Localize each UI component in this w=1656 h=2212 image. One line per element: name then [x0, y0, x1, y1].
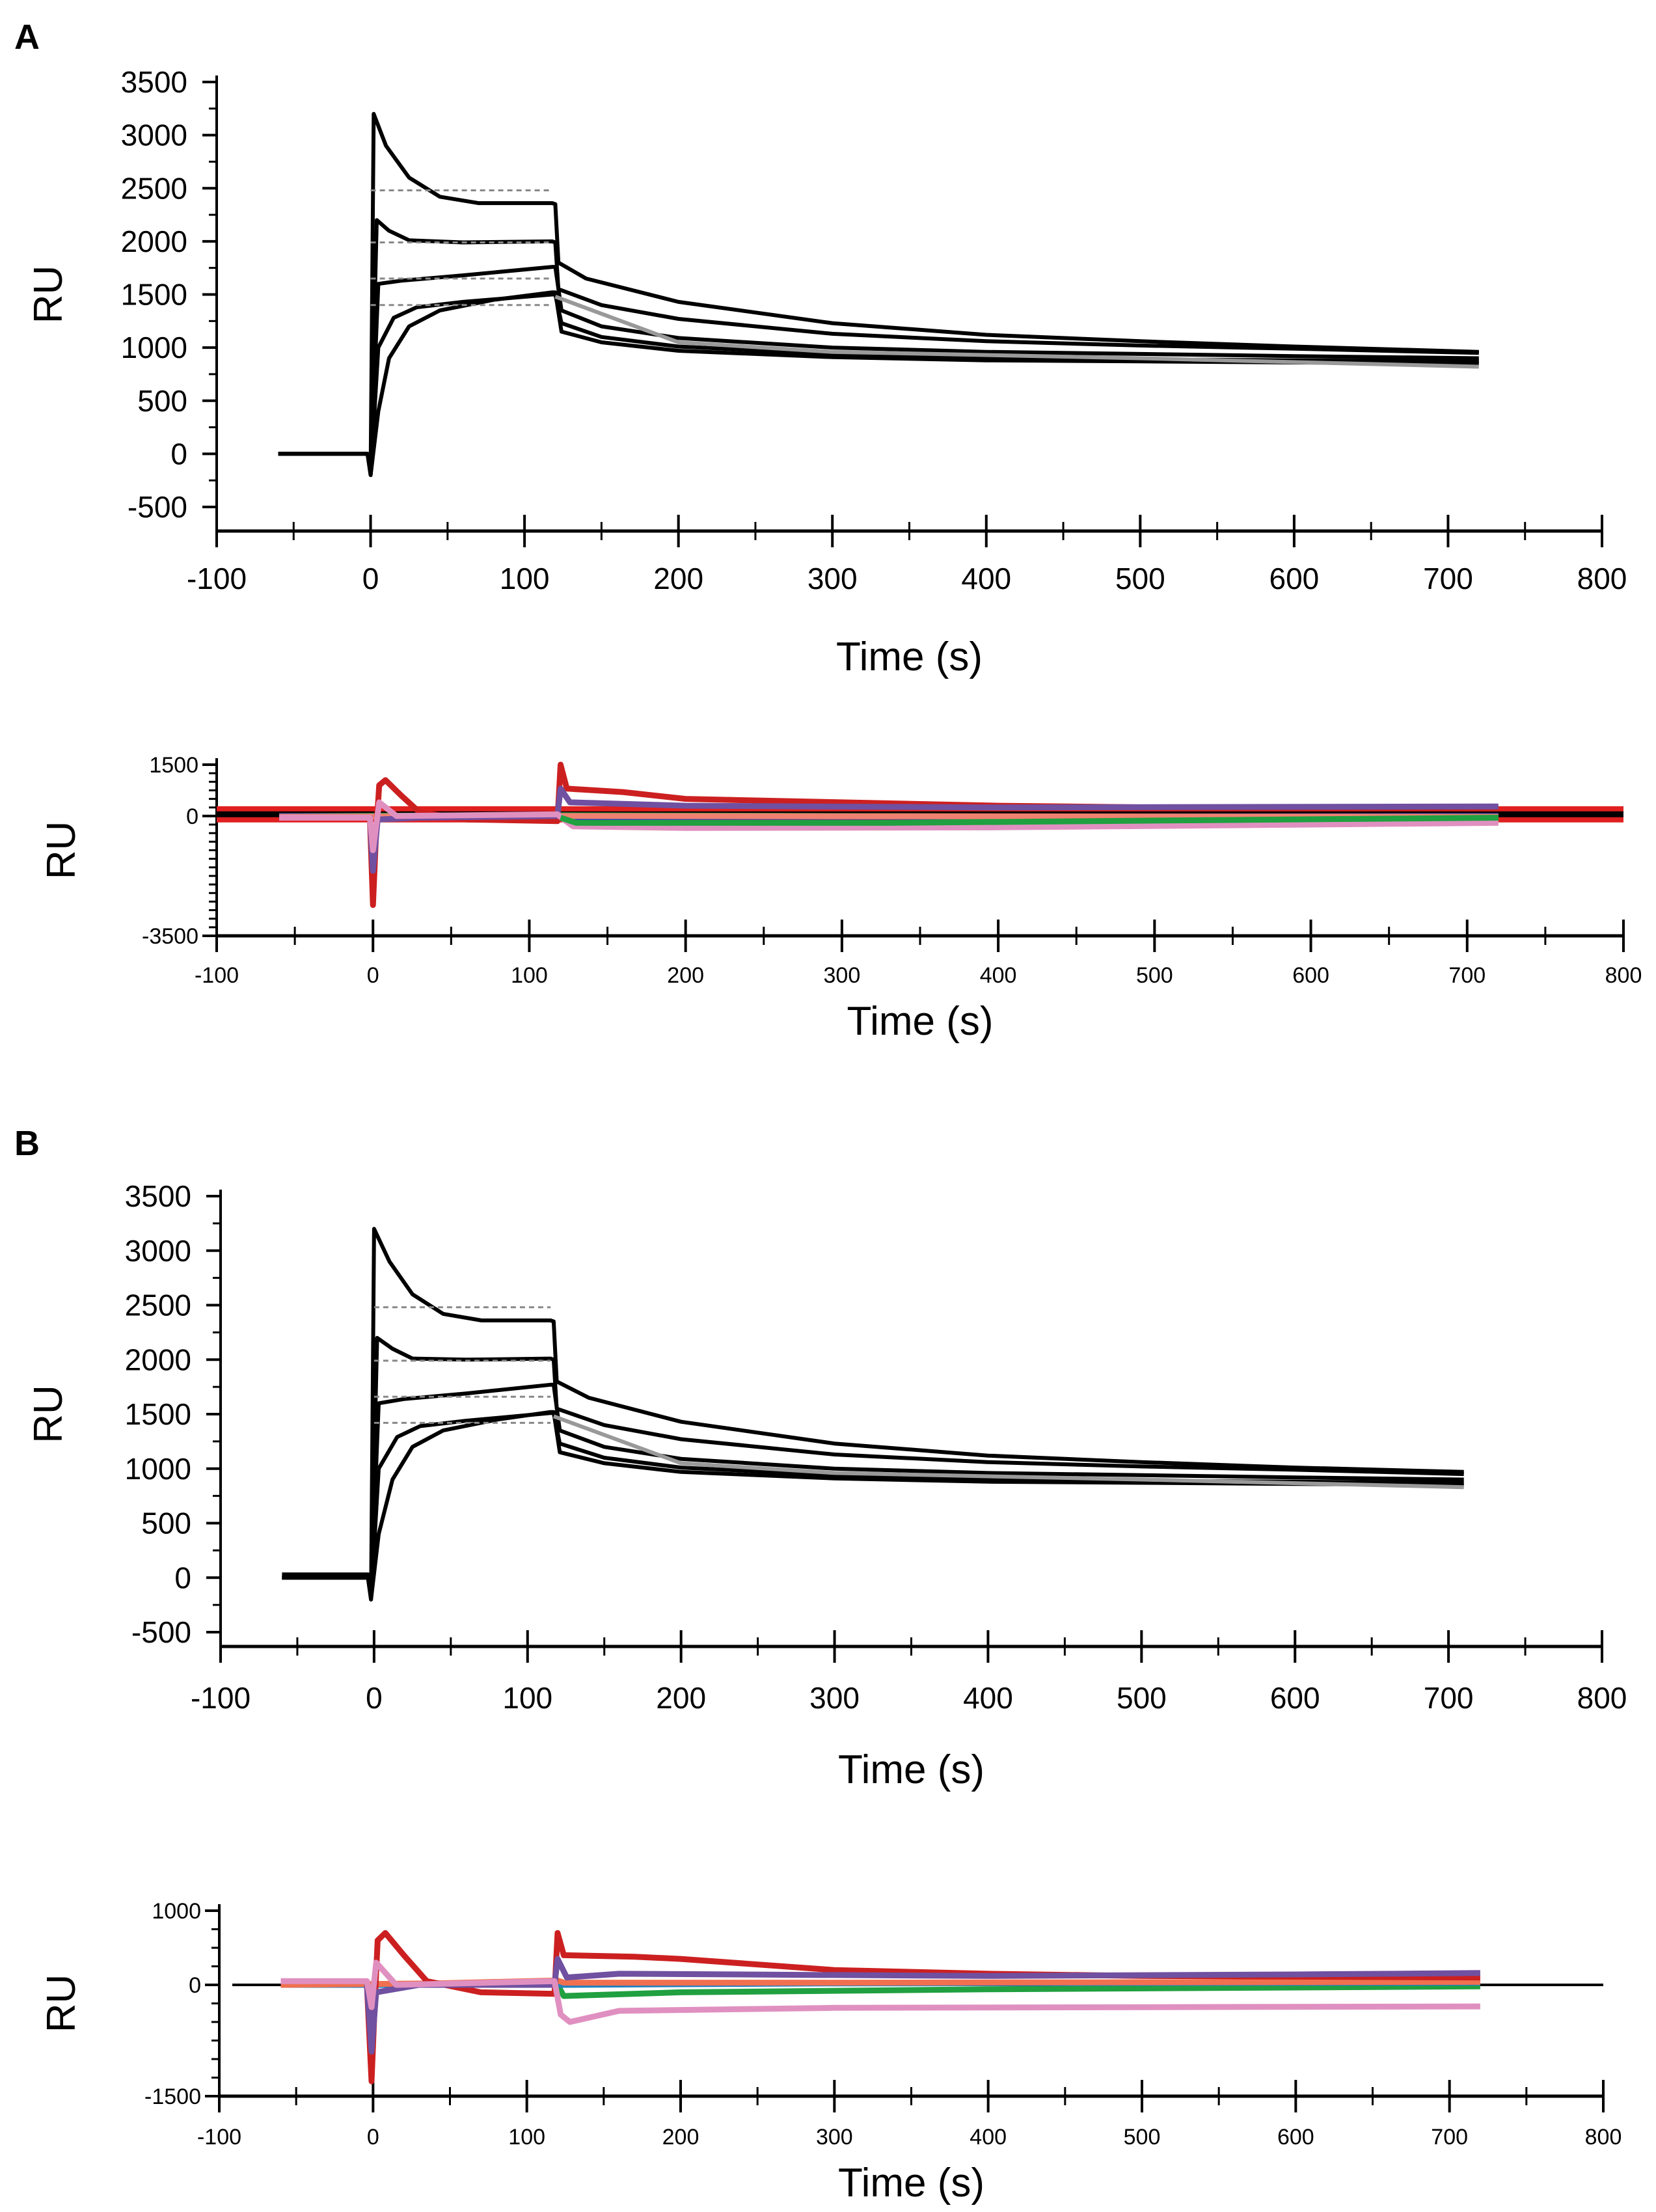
y-tick-label: 0: [189, 1973, 201, 1998]
y-tick-label: 1000: [152, 1899, 201, 1924]
x-tick-label: 100: [500, 562, 550, 595]
chart-3: -100 0 100 200 300 400 500 600 700 800 -500 0 500 100…: [26, 1179, 1627, 1792]
x-tick-label: -100: [187, 562, 247, 595]
y-tick-label: 3500: [121, 65, 187, 99]
x-tick-label: 800: [1577, 562, 1627, 595]
x-tick-label: 700: [1423, 562, 1473, 595]
y-axis-title: RU: [39, 821, 84, 880]
x-tick-label: 400: [961, 562, 1011, 595]
series-line-10: [560, 815, 1499, 826]
x-tick-label: 700: [1431, 2125, 1468, 2150]
series-line-1: [278, 112, 1479, 472]
y-tick-label: 2500: [125, 1289, 191, 1322]
x-tick-label: 0: [362, 562, 379, 595]
x-tick-label: 200: [656, 1681, 706, 1715]
x-tick-label: 400: [963, 1681, 1013, 1715]
series-line-9: [279, 799, 1499, 853]
x-tick-label: 600: [1277, 2125, 1314, 2150]
y-tick-label: 1500: [125, 1397, 191, 1431]
x-tick-label: 800: [1605, 963, 1642, 988]
x-tick-label: 400: [980, 963, 1017, 988]
x-tick-label: 700: [1448, 963, 1486, 988]
series-line-10: [552, 1414, 1464, 1490]
y-tick-label: -1500: [144, 2084, 201, 2109]
series-line-5: [278, 290, 1479, 477]
x-tick-label: 300: [816, 2125, 853, 2150]
x-tick-label: 500: [1124, 2125, 1161, 2150]
x-tick-label: 600: [1292, 963, 1329, 988]
series-line-5: [364, 1956, 1480, 2055]
x-tick-label: 500: [1115, 562, 1165, 595]
x-axis-title: Time (s): [838, 2161, 984, 2205]
chart-2: -100 0 100 200 300 400 500 600 700 800 -3500 0 1500 T…: [39, 753, 1642, 1044]
series-line-10: [554, 294, 1479, 369]
series-line-3: [278, 265, 1479, 472]
panel-label-a: A: [14, 18, 40, 57]
x-tick-label: 300: [808, 562, 858, 595]
x-tick-label: 800: [1585, 2125, 1622, 2150]
x-tick-label: 500: [1136, 963, 1173, 988]
x-tick-label: 300: [809, 1681, 860, 1715]
x-tick-label: 700: [1424, 1681, 1474, 1715]
x-tick-label: 400: [970, 2125, 1007, 2150]
y-axis-title: RU: [26, 1385, 71, 1443]
chart-1: -100 0 100 200 300 400 500 600 700 800 -500 0 500 100…: [26, 65, 1627, 679]
x-axis-title: Time (s): [838, 1747, 984, 1792]
chart-4: -100 0 100 200 300 400 500 600 700 800 -1500 0 1000 T…: [39, 1899, 1622, 2205]
y-tick-label: -500: [131, 1615, 191, 1649]
x-axis-title: Time (s): [836, 635, 983, 679]
y-axis-title: RU: [39, 1974, 84, 2033]
x-tick-label: 100: [511, 963, 548, 988]
y-tick-label: 3500: [125, 1179, 191, 1213]
y-tick-label: 500: [141, 1507, 191, 1540]
y-tick-label: -500: [128, 490, 187, 524]
y-tick-label: 500: [137, 384, 187, 418]
x-tick-label: -100: [197, 2125, 241, 2150]
y-tick-label: 0: [174, 1561, 191, 1594]
y-tick-label: 1000: [121, 331, 187, 364]
panel-label-b: B: [14, 1124, 40, 1163]
x-tick-label: -100: [195, 963, 239, 988]
x-tick-label: 0: [367, 963, 379, 988]
series-line-1: [282, 1227, 1464, 1600]
x-tick-label: 600: [1269, 562, 1320, 595]
x-tick-label: 200: [667, 963, 704, 988]
y-tick-label: 1500: [121, 278, 187, 312]
x-tick-label: 0: [366, 1681, 383, 1715]
x-tick-label: 100: [508, 2125, 545, 2150]
x-tick-label: 500: [1117, 1681, 1167, 1715]
x-tick-label: 300: [824, 963, 861, 988]
y-tick-label: 0: [186, 804, 198, 829]
y-tick-label: 1500: [149, 753, 198, 778]
series-line-2: [278, 218, 1479, 472]
y-tick-label: 1000: [125, 1452, 191, 1486]
y-tick-label: -3500: [142, 924, 198, 949]
x-tick-label: 100: [502, 1681, 552, 1715]
y-tick-label: 0: [170, 437, 187, 471]
x-axis-title: Time (s): [847, 999, 994, 1044]
y-tick-label: 3000: [121, 118, 187, 152]
x-tick-label: 200: [653, 562, 703, 595]
x-tick-label: 200: [662, 2125, 699, 2150]
y-axis-title: RU: [26, 266, 71, 324]
x-tick-label: 0: [367, 2125, 379, 2150]
x-tick-label: 800: [1577, 1681, 1627, 1715]
series-line-3: [282, 1382, 1464, 1596]
x-tick-label: -100: [191, 1681, 251, 1715]
y-tick-label: 3000: [125, 1234, 191, 1268]
y-tick-label: 2000: [125, 1343, 191, 1376]
x-tick-label: 600: [1270, 1681, 1320, 1715]
y-tick-label: 2500: [121, 171, 187, 205]
series-line-5: [282, 1410, 1464, 1602]
series-line-6: [280, 1959, 1480, 2025]
y-tick-label: 2000: [121, 225, 187, 258]
